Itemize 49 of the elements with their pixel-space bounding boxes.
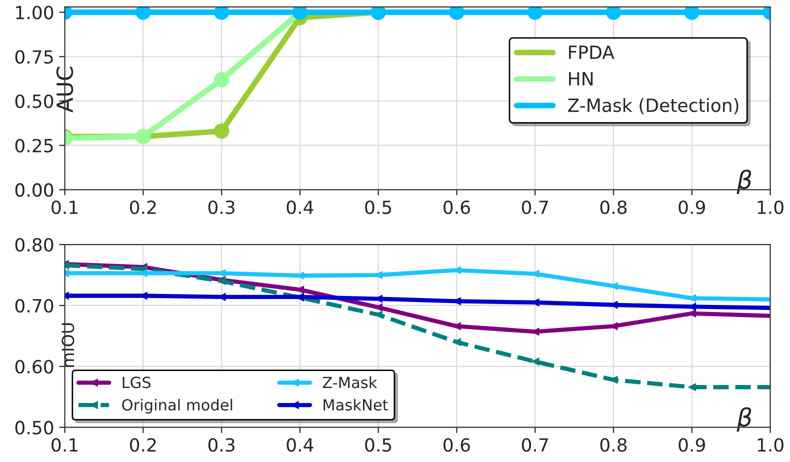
x-tick-label: 0.6 xyxy=(444,200,470,214)
point xyxy=(688,382,696,392)
x-tick-label: 0.2 xyxy=(130,200,156,214)
y-tick-label: 0.00 xyxy=(15,183,54,197)
x-tick-label: 0.4 xyxy=(286,200,314,214)
legend-label: MaskNet xyxy=(324,398,388,411)
y-tick-label: 0.75 xyxy=(15,50,53,64)
x-tick-label: 0.7 xyxy=(522,200,548,214)
x-tick-label: 0.2 xyxy=(130,438,156,452)
x-tick-label: 0.8 xyxy=(600,438,627,452)
x-tick-label: 0.5 xyxy=(365,438,392,452)
y-tick-label: 1.00 xyxy=(16,6,54,20)
x-tick-label: 0.9 xyxy=(678,438,705,452)
legend-label: Z-Mask (Detection) xyxy=(568,98,738,114)
x-tick-label: 0.7 xyxy=(522,438,548,452)
x-tick-label: 0.4 xyxy=(286,438,314,452)
x-tick-label: 0.8 xyxy=(600,200,627,214)
point xyxy=(214,6,230,20)
x-tick-label: 0.3 xyxy=(208,200,234,214)
point xyxy=(527,6,543,20)
legend-label: Z-Mask xyxy=(322,376,378,388)
x-axis-title: β xyxy=(736,407,752,432)
y-tick-label: 0.70 xyxy=(15,298,54,313)
legend-label: LGS xyxy=(122,376,151,388)
x-tick-label: 0.9 xyxy=(678,200,705,214)
x-tick-label: 0.5 xyxy=(365,200,392,214)
legend-label: Original model xyxy=(122,398,232,414)
point xyxy=(214,72,230,88)
x-tick-label: 0.3 xyxy=(208,438,234,452)
x-tick-label: 0.1 xyxy=(52,438,78,452)
x-tick-label: 0.6 xyxy=(444,438,470,452)
y-tick-label: 0.60 xyxy=(15,360,54,374)
point xyxy=(452,338,461,346)
y-axis-title: AUC xyxy=(56,66,74,113)
y-axis-title: mIOU xyxy=(62,323,74,367)
y-tick-label: 0.80 xyxy=(15,238,54,252)
point xyxy=(136,6,151,20)
y-tick-label: 0.50 xyxy=(15,420,54,434)
point xyxy=(606,6,622,20)
point xyxy=(684,6,700,20)
x-axis-title: β xyxy=(736,170,752,194)
legend-label: FPDA xyxy=(569,46,614,59)
x-tick-label: 1.0 xyxy=(758,438,784,452)
y-tick-label: 0.50 xyxy=(15,94,54,108)
legend-label: HN xyxy=(569,72,593,86)
point xyxy=(214,124,230,139)
y-tick-label: 0.25 xyxy=(15,138,53,152)
x-tick-label: 0.1 xyxy=(52,200,78,214)
x-tick-label: 1.0 xyxy=(758,200,784,214)
